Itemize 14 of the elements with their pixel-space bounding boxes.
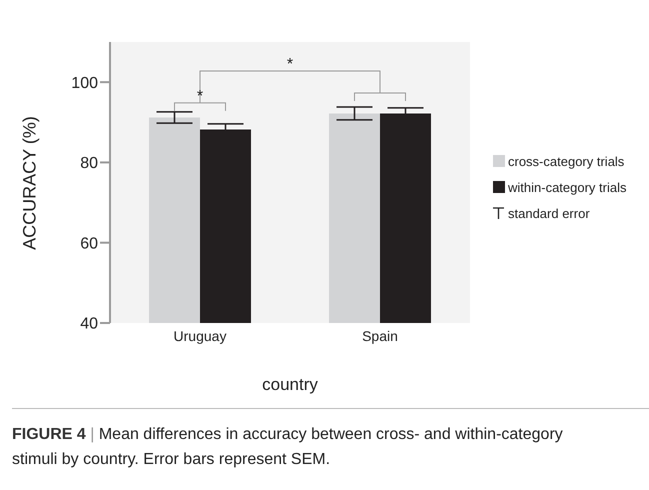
y-axis-title: ACCURACY (%) — [20, 116, 40, 250]
legend-label: cross-category trials — [508, 154, 624, 168]
caption: FIGURE 4 | Mean differences in accuracy between cross- and within-category stimuli by country. Error bars represent SEM. — [12, 426, 563, 468]
y-tick-label: 60 — [80, 235, 98, 252]
x-axis-title: country — [262, 375, 318, 395]
legend-label: within-category trials — [508, 180, 626, 194]
x-tick-label: Uruguay — [174, 328, 226, 344]
text: standard error — [508, 206, 590, 220]
annotation: * — [286, 56, 294, 74]
x-tick-label: Spain — [362, 328, 398, 344]
y-tick-label: 80 — [80, 155, 98, 172]
annotation: * — [196, 88, 204, 105]
y-tick-label: 40 — [80, 316, 98, 333]
y-tick-label: 100 — [71, 74, 98, 92]
